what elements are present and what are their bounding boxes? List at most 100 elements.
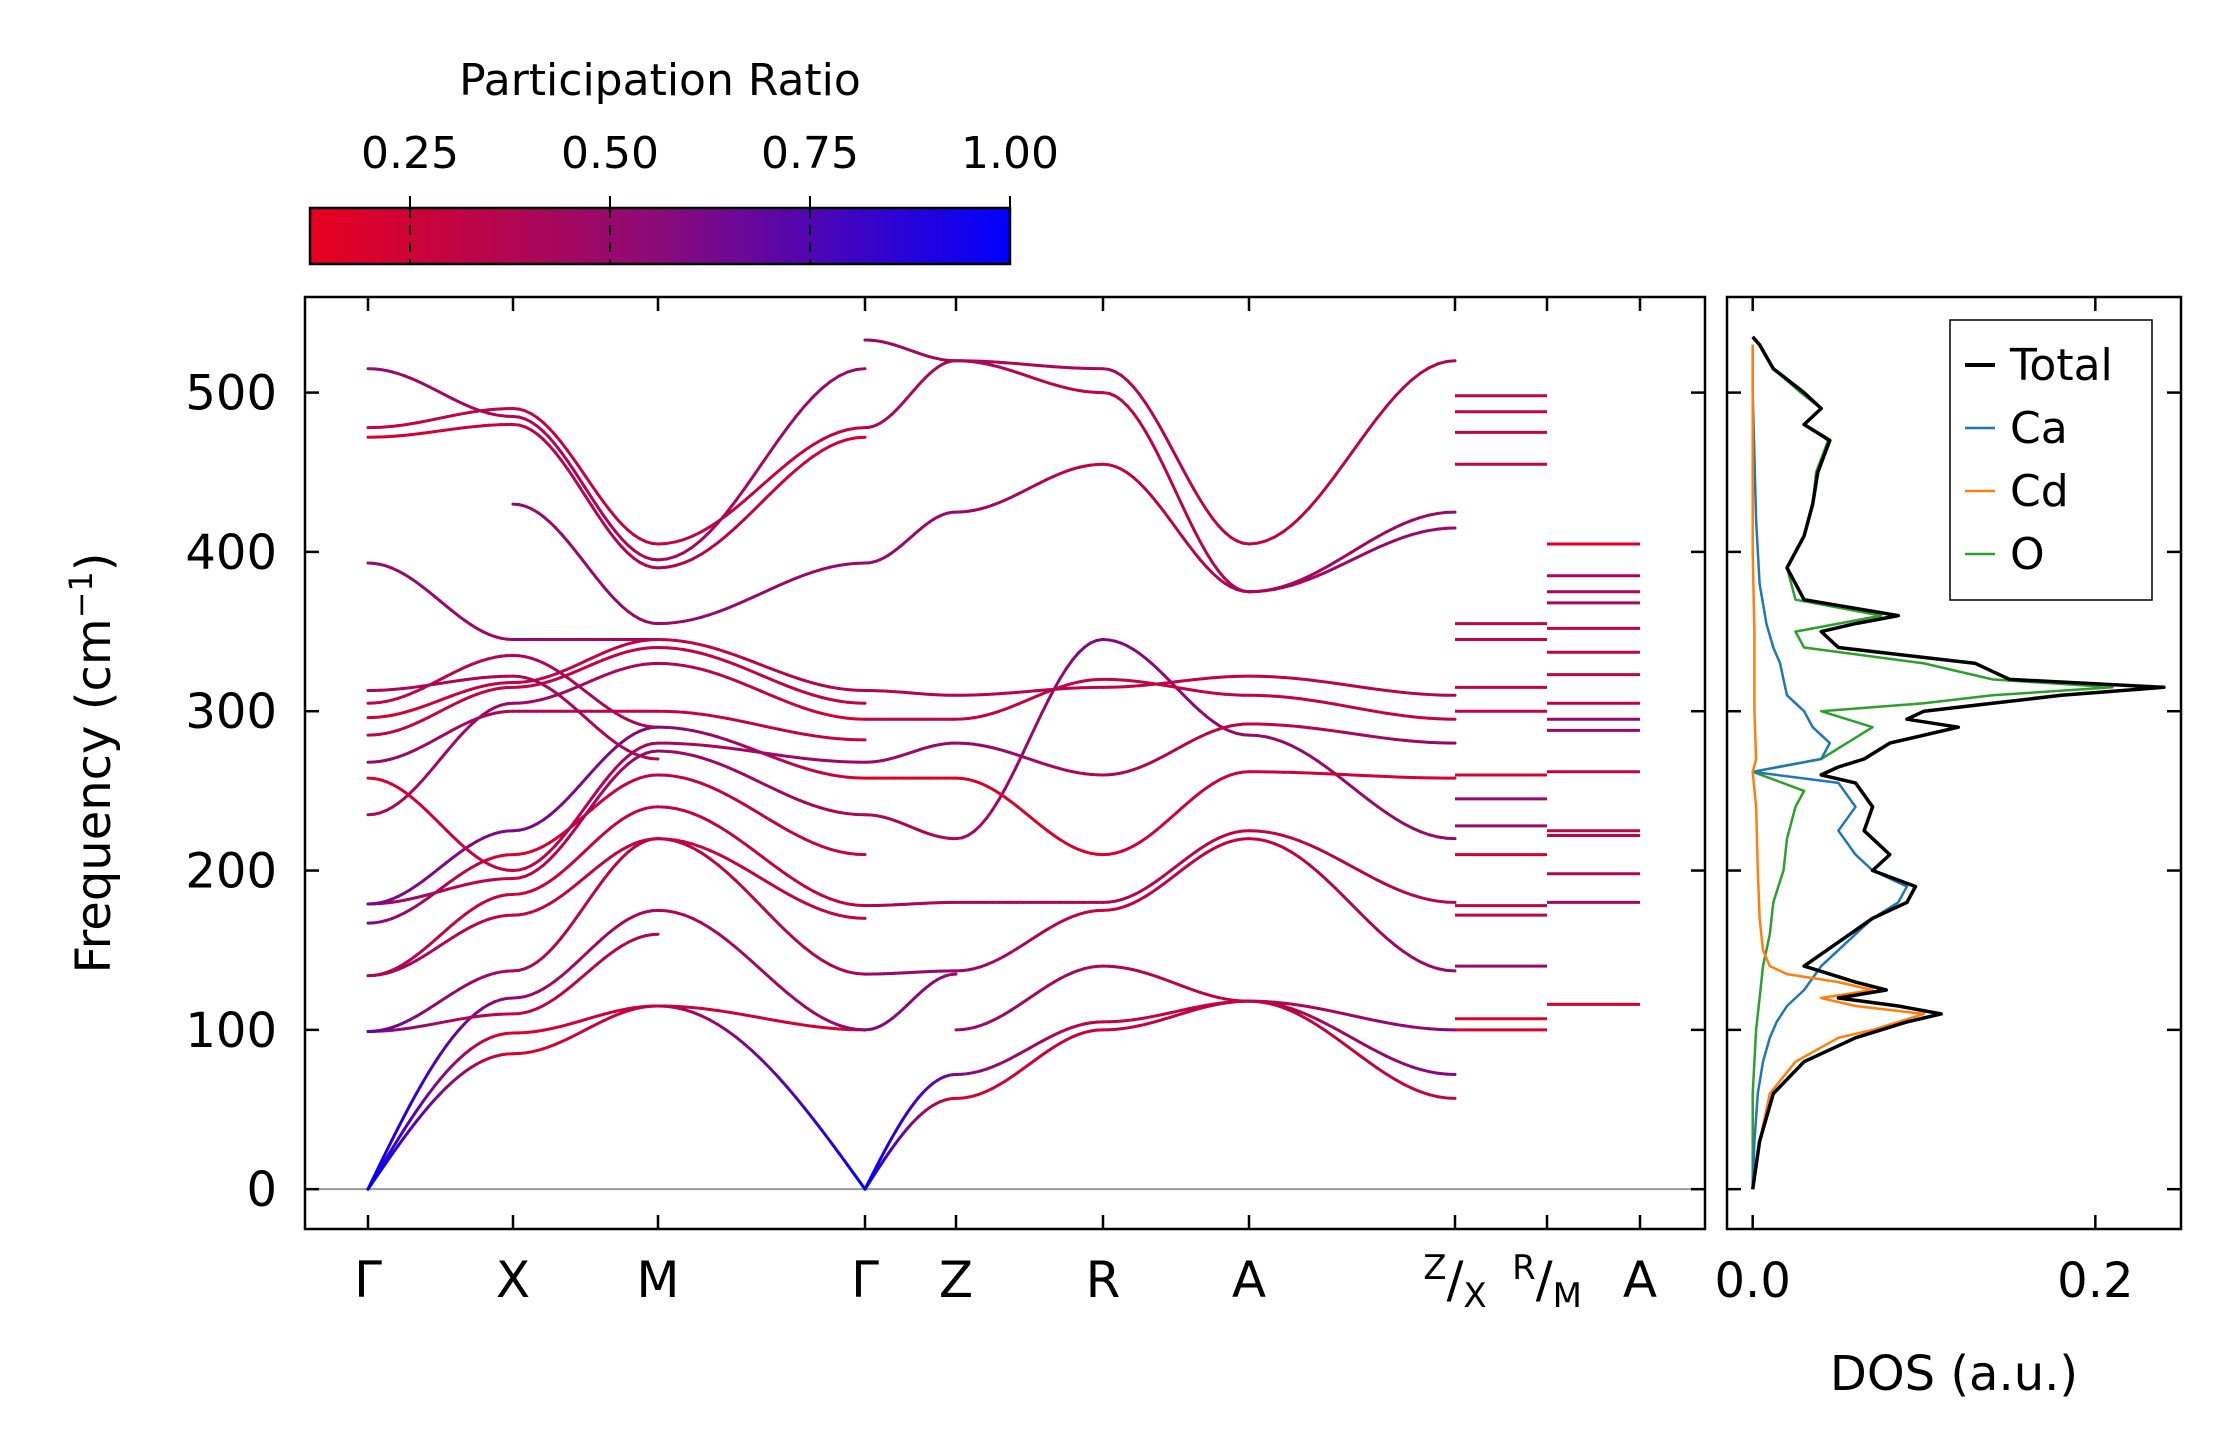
- band-curve-X-M: [565, 459, 575, 472]
- band-curve-X-M: [608, 766, 618, 777]
- band-curve-M-Γ: [760, 673, 772, 681]
- band-curve-X-M: [577, 813, 587, 825]
- band-curve-R-A: [1125, 404, 1135, 415]
- band-curve-M-Γ: [829, 1140, 841, 1155]
- band-curve-M-Γ: [691, 552, 703, 561]
- band-curve-M-Γ: [803, 1106, 815, 1121]
- band-curve-A-Z: [1290, 850, 1302, 860]
- band-curve-X-M: [584, 494, 594, 508]
- dos-series-Total: [1750, 335, 2166, 1190]
- band-curve-A-Z: [1324, 566, 1337, 574]
- band-curve-Γ-X: [384, 1138, 394, 1154]
- band-curve-M-Γ: [760, 689, 772, 697]
- band-curve-M-Γ: [854, 1175, 867, 1191]
- band-curve-M-Γ: [820, 1128, 832, 1144]
- band-curve-A-Z: [1333, 562, 1345, 570]
- band-curve-A-Z: [1419, 960, 1431, 968]
- band-curve-M-Γ: [742, 866, 755, 875]
- band-curve-R-A: [1150, 494, 1160, 506]
- band-curve-A-Z: [1281, 740, 1294, 748]
- band-curve-M-Γ: [794, 676, 807, 683]
- band-curve-M-Γ: [803, 901, 815, 909]
- kpoint-label: A: [1623, 1251, 1657, 1309]
- band-curve-M-Γ: [768, 1066, 781, 1080]
- band-curve-M-Γ: [751, 808, 763, 817]
- band-curve-M-Γ: [777, 462, 789, 473]
- band-curve-M-Γ: [777, 426, 789, 442]
- band-curve-M-Γ: [751, 501, 763, 513]
- band-curve-M-Γ: [734, 663, 746, 670]
- band-curve-Γ-X: [420, 1071, 430, 1085]
- band-curve-A-Z: [1281, 582, 1294, 588]
- band-curve-M-Γ: [734, 679, 746, 686]
- band-curve-Γ-X: [451, 736, 461, 747]
- band-curve-A-Z: [1410, 371, 1423, 382]
- band-curve-A-Z: [1307, 1014, 1320, 1021]
- band-curve-A-Z: [1359, 1054, 1371, 1064]
- band-curve-M-Γ: [811, 889, 824, 897]
- band-curve-M-Γ: [751, 848, 763, 858]
- band-curve-A-Z: [1359, 869, 1371, 878]
- band-curve-Γ-X: [426, 1061, 436, 1075]
- dos-legend: Total Ca Cd O: [1949, 319, 2153, 601]
- band-curve-M-Γ: [691, 811, 703, 819]
- band-curve-M-Γ: [785, 468, 798, 480]
- band-curve-A-Z: [1393, 386, 1405, 399]
- band-curve-X-M: [608, 774, 618, 785]
- band-curve-M-Γ: [803, 884, 815, 893]
- band-curve-A-Z: [1402, 1062, 1414, 1069]
- band-curve-M-Γ: [820, 1016, 832, 1024]
- band-curve-M-Γ: [725, 765, 738, 773]
- band-curve-A-Z: [1273, 737, 1285, 744]
- band-curve-X-M: [602, 514, 612, 526]
- band-curve-M-Γ: [768, 882, 781, 891]
- band-curve-M-Γ: [837, 1151, 850, 1167]
- y-tick-label: 400: [185, 525, 277, 581]
- band-curve-A-Z: [1299, 577, 1311, 584]
- band-curve-M-Γ: [751, 660, 763, 667]
- band-curve-A-Z: [1384, 1072, 1397, 1081]
- band-curve-X-M: [565, 467, 575, 480]
- band-curve-M-Γ: [777, 823, 789, 832]
- band-curve-M-Γ: [794, 896, 807, 905]
- band-curve-M-Γ: [820, 908, 832, 915]
- band-curve-Γ-X: [414, 1081, 424, 1096]
- band-curve-A-Z: [1307, 753, 1320, 763]
- band-curve-M-Γ: [725, 506, 738, 517]
- band-curve-A-Z: [1341, 1041, 1354, 1052]
- band-curve-A-Z: [1402, 378, 1414, 390]
- band-curve-M-Γ: [760, 587, 772, 595]
- band-curve-X-M: [608, 522, 618, 534]
- band-curve-A-Z: [1410, 1086, 1423, 1094]
- band-curve-M-Γ: [785, 892, 798, 900]
- band-curve-M-Γ: [699, 756, 712, 762]
- band-curve-M-Γ: [785, 873, 798, 883]
- y-axis-label-main: Frequency (cm: [66, 618, 122, 973]
- band-curve-X-M: [571, 457, 581, 469]
- band-curve-M-Γ: [760, 1058, 772, 1070]
- band-curve-Γ-X: [414, 1112, 424, 1123]
- band-curve-M-Γ: [673, 551, 686, 559]
- band-curve-Γ-X: [426, 764, 436, 775]
- band-curve-A-Z: [1281, 1006, 1294, 1013]
- band-curve-R-A: [1186, 543, 1196, 554]
- band-curve-M-Γ: [777, 922, 789, 934]
- band-curve-Z-R: [991, 798, 1001, 812]
- band-curve-X-M: [590, 496, 600, 509]
- colorbar-tick-label: 1.00: [961, 128, 1059, 179]
- kpoint-split-label: R/M: [1512, 1248, 1582, 1316]
- band-curve-R-A: [1168, 477, 1178, 494]
- colorbar-tick-label: 0.25: [361, 128, 459, 179]
- band-curve-A-Z: [1290, 1007, 1302, 1014]
- band-curve-A-Z: [1333, 855, 1345, 864]
- legend-label-Ca: Ca: [2010, 403, 2068, 454]
- kpoint-split-label: Z/X: [1423, 1248, 1486, 1316]
- band-curve-R-A: [1150, 411, 1160, 425]
- band-curve-M-Γ: [811, 438, 824, 447]
- band-curve-M-Γ: [751, 462, 763, 479]
- kpoint-label: Γ: [354, 1251, 382, 1309]
- band-curve-M-Γ: [708, 520, 720, 534]
- band-curve-M-Γ: [725, 499, 738, 514]
- band-curve-A-Z: [1367, 535, 1380, 544]
- band-curve-Γ-X: [390, 1137, 400, 1151]
